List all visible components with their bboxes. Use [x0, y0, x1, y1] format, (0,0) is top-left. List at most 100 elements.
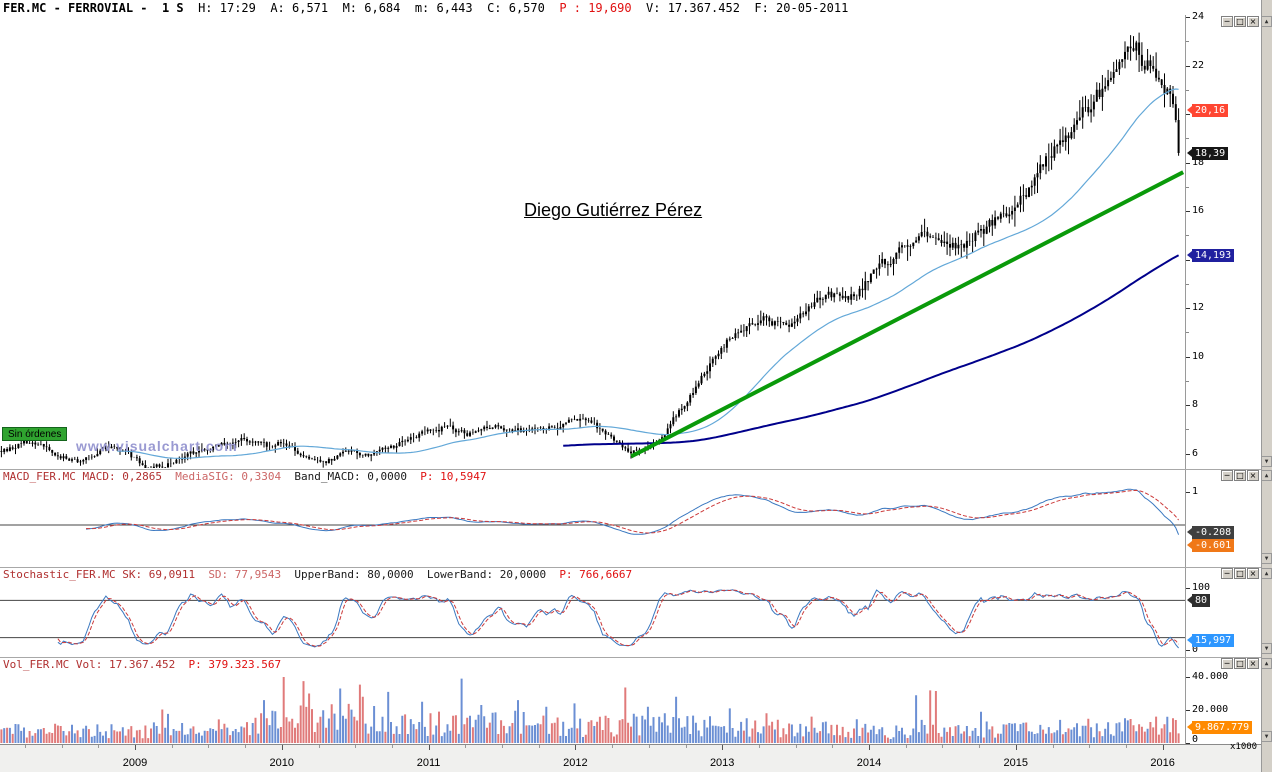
no-orders-button[interactable]: Sin órdenes [2, 427, 68, 441]
close-button[interactable]: × [1247, 470, 1259, 481]
macd-header-field-4: P: 10,5947 [420, 470, 487, 483]
time-axis-minor-tick [905, 745, 907, 748]
time-axis-tick [1162, 745, 1164, 750]
volume-header-field-1: Vol: 17.367.452 [75, 658, 189, 671]
stochastic-chart[interactable] [0, 579, 1185, 655]
time-axis-minor-tick [24, 745, 26, 748]
time-axis-minor-tick [465, 745, 467, 748]
minimize-button[interactable]: ─ [1221, 568, 1233, 579]
stoch-scroll-up-button[interactable]: ▲ [1261, 568, 1272, 579]
time-axis-minor-tick [612, 745, 614, 748]
quote-header: FER.MC - FERROVIAL - 1 S H: 17:29 A: 6,5… [3, 1, 849, 15]
macd-scroll-down-button[interactable]: ▼ [1261, 553, 1272, 564]
minimize-button[interactable]: ─ [1221, 16, 1233, 27]
time-axis-minor-tick [98, 745, 100, 748]
time-axis[interactable]: 2009 2010 2011 2012 2013 2014 2015 2016 [0, 744, 1261, 772]
price-tick-label: 24 [1192, 11, 1205, 22]
time-axis-minor-tick [61, 745, 63, 748]
price-tick-mark [1186, 259, 1190, 261]
macd-header-field-3: Band_MACD: 0,0000 [294, 470, 421, 483]
panel-divider [0, 567, 1261, 568]
restore-button[interactable]: □ [1234, 568, 1246, 579]
time-axis-minor-tick [832, 745, 834, 748]
vol-tick-mark [1186, 743, 1190, 744]
close-button[interactable]: × [1247, 658, 1259, 669]
restore-button[interactable]: □ [1234, 16, 1246, 27]
badge-arrow [1187, 106, 1192, 115]
close-button[interactable]: × [1247, 16, 1259, 27]
macd-panel-header: MACD_FER.MC MACD: 0,2865 MediaSIG: 0,330… [3, 470, 487, 483]
price-tick-mark [1186, 65, 1190, 67]
badge-arrow [1187, 250, 1192, 259]
macd-header-field-1: MACD: 0,2865 [82, 470, 176, 483]
price-tick-label: 8 [1192, 399, 1199, 410]
badge-arrow [1187, 149, 1192, 158]
time-axis-year: 2009 [122, 757, 148, 769]
volume-panel-header: Vol_FER.MC Vol: 17.367.452 P: 379.323.56… [3, 658, 281, 671]
stoch-tick-mark [1186, 650, 1190, 651]
vol-tick-label: 40.000 [1192, 671, 1229, 682]
stochastic-header-field-5: P: 766,6667 [559, 568, 633, 581]
price-minor-tick [1186, 332, 1189, 334]
macd-badge-0: -0.208 [1187, 525, 1235, 539]
stoch-scroll-down-button[interactable]: ▼ [1261, 643, 1272, 654]
stochastic-header-field-4: LowerBand: 20,0000 [426, 568, 560, 581]
macd-scroll-up-button[interactable]: ▲ [1261, 470, 1272, 481]
macd-header-field-2: MediaSIG: 0,3304 [175, 470, 295, 483]
stochastic-header-field-2: SD: 77,9543 [208, 568, 295, 581]
restore-button[interactable]: □ [1234, 658, 1246, 669]
price-tick-mark [1186, 405, 1190, 406]
vol-tick-label: 0 [1192, 734, 1199, 745]
time-axis-minor-tick [538, 745, 540, 748]
price-tick-label: 6 [1192, 447, 1199, 459]
price-tick-mark [1186, 162, 1190, 164]
time-axis-year: 2011 [416, 757, 441, 769]
price-badge-2: 14,193 [1187, 248, 1235, 262]
badge-arrow [1187, 540, 1192, 549]
time-axis-tick [428, 745, 430, 750]
quote-field-3: V: 17.367.452 F: 20-05-2011 [646, 1, 849, 15]
price-badge-1: 18,39 [1187, 147, 1229, 161]
vol-scroll-up-button[interactable]: ▲ [1261, 658, 1272, 669]
price-tick-mark [1186, 211, 1190, 212]
stoch-tick-label: 100 [1192, 582, 1211, 593]
price-tick-mark [1186, 308, 1190, 309]
volume-chart[interactable] [0, 671, 1185, 744]
price-tick-label: 18 [1192, 156, 1205, 168]
time-axis-minor-tick [648, 745, 650, 748]
stochastic-header-field-0: Stochastic_FER.MC [3, 568, 123, 581]
vertical-scrollbar[interactable] [1261, 0, 1272, 772]
time-axis-tick [135, 745, 136, 750]
time-axis-minor-tick [171, 745, 173, 748]
macd-chart[interactable] [0, 482, 1185, 566]
vol-tick-mark [1186, 677, 1190, 678]
volume-header-field-0: Vol_FER.MC [3, 658, 76, 671]
panel-divider [0, 657, 1261, 658]
price-tick-label: 16 [1192, 205, 1205, 216]
main-scroll-down-button[interactable]: ▼ [1261, 456, 1272, 467]
vol-tick-label: 20.000 [1192, 704, 1229, 715]
watermark-text: www.visualchart.com [76, 438, 238, 454]
time-axis-minor-tick [208, 745, 210, 748]
price-axis-column[interactable] [1185, 15, 1261, 744]
time-axis-tick [722, 745, 724, 750]
close-button[interactable]: × [1247, 568, 1259, 579]
stoch-badge-0: 80 [1187, 594, 1211, 608]
main-price-chart[interactable] [0, 15, 1185, 468]
main-scroll-up-button[interactable]: ▲ [1261, 16, 1272, 27]
price-minor-tick [1186, 89, 1189, 91]
minimize-button[interactable]: ─ [1221, 470, 1233, 481]
badge-arrow [1187, 722, 1192, 731]
vol-scroll-down-button[interactable]: ▼ [1261, 731, 1272, 742]
vol-tick-mark [1186, 710, 1190, 711]
restore-button[interactable]: □ [1234, 470, 1246, 481]
minimize-button[interactable]: ─ [1221, 658, 1233, 669]
macd-window-controls: ─ □ × [1221, 470, 1259, 481]
time-axis-minor-tick [685, 745, 687, 748]
quote-field-2: P : 19,690 [559, 1, 647, 15]
volume-header-field-2: P: 379.323.567 [188, 658, 282, 671]
price-minor-tick [1186, 41, 1189, 43]
time-axis-tick [281, 745, 283, 750]
macd-tick-label: 1 [1192, 486, 1199, 497]
time-axis-minor-tick [245, 745, 247, 748]
